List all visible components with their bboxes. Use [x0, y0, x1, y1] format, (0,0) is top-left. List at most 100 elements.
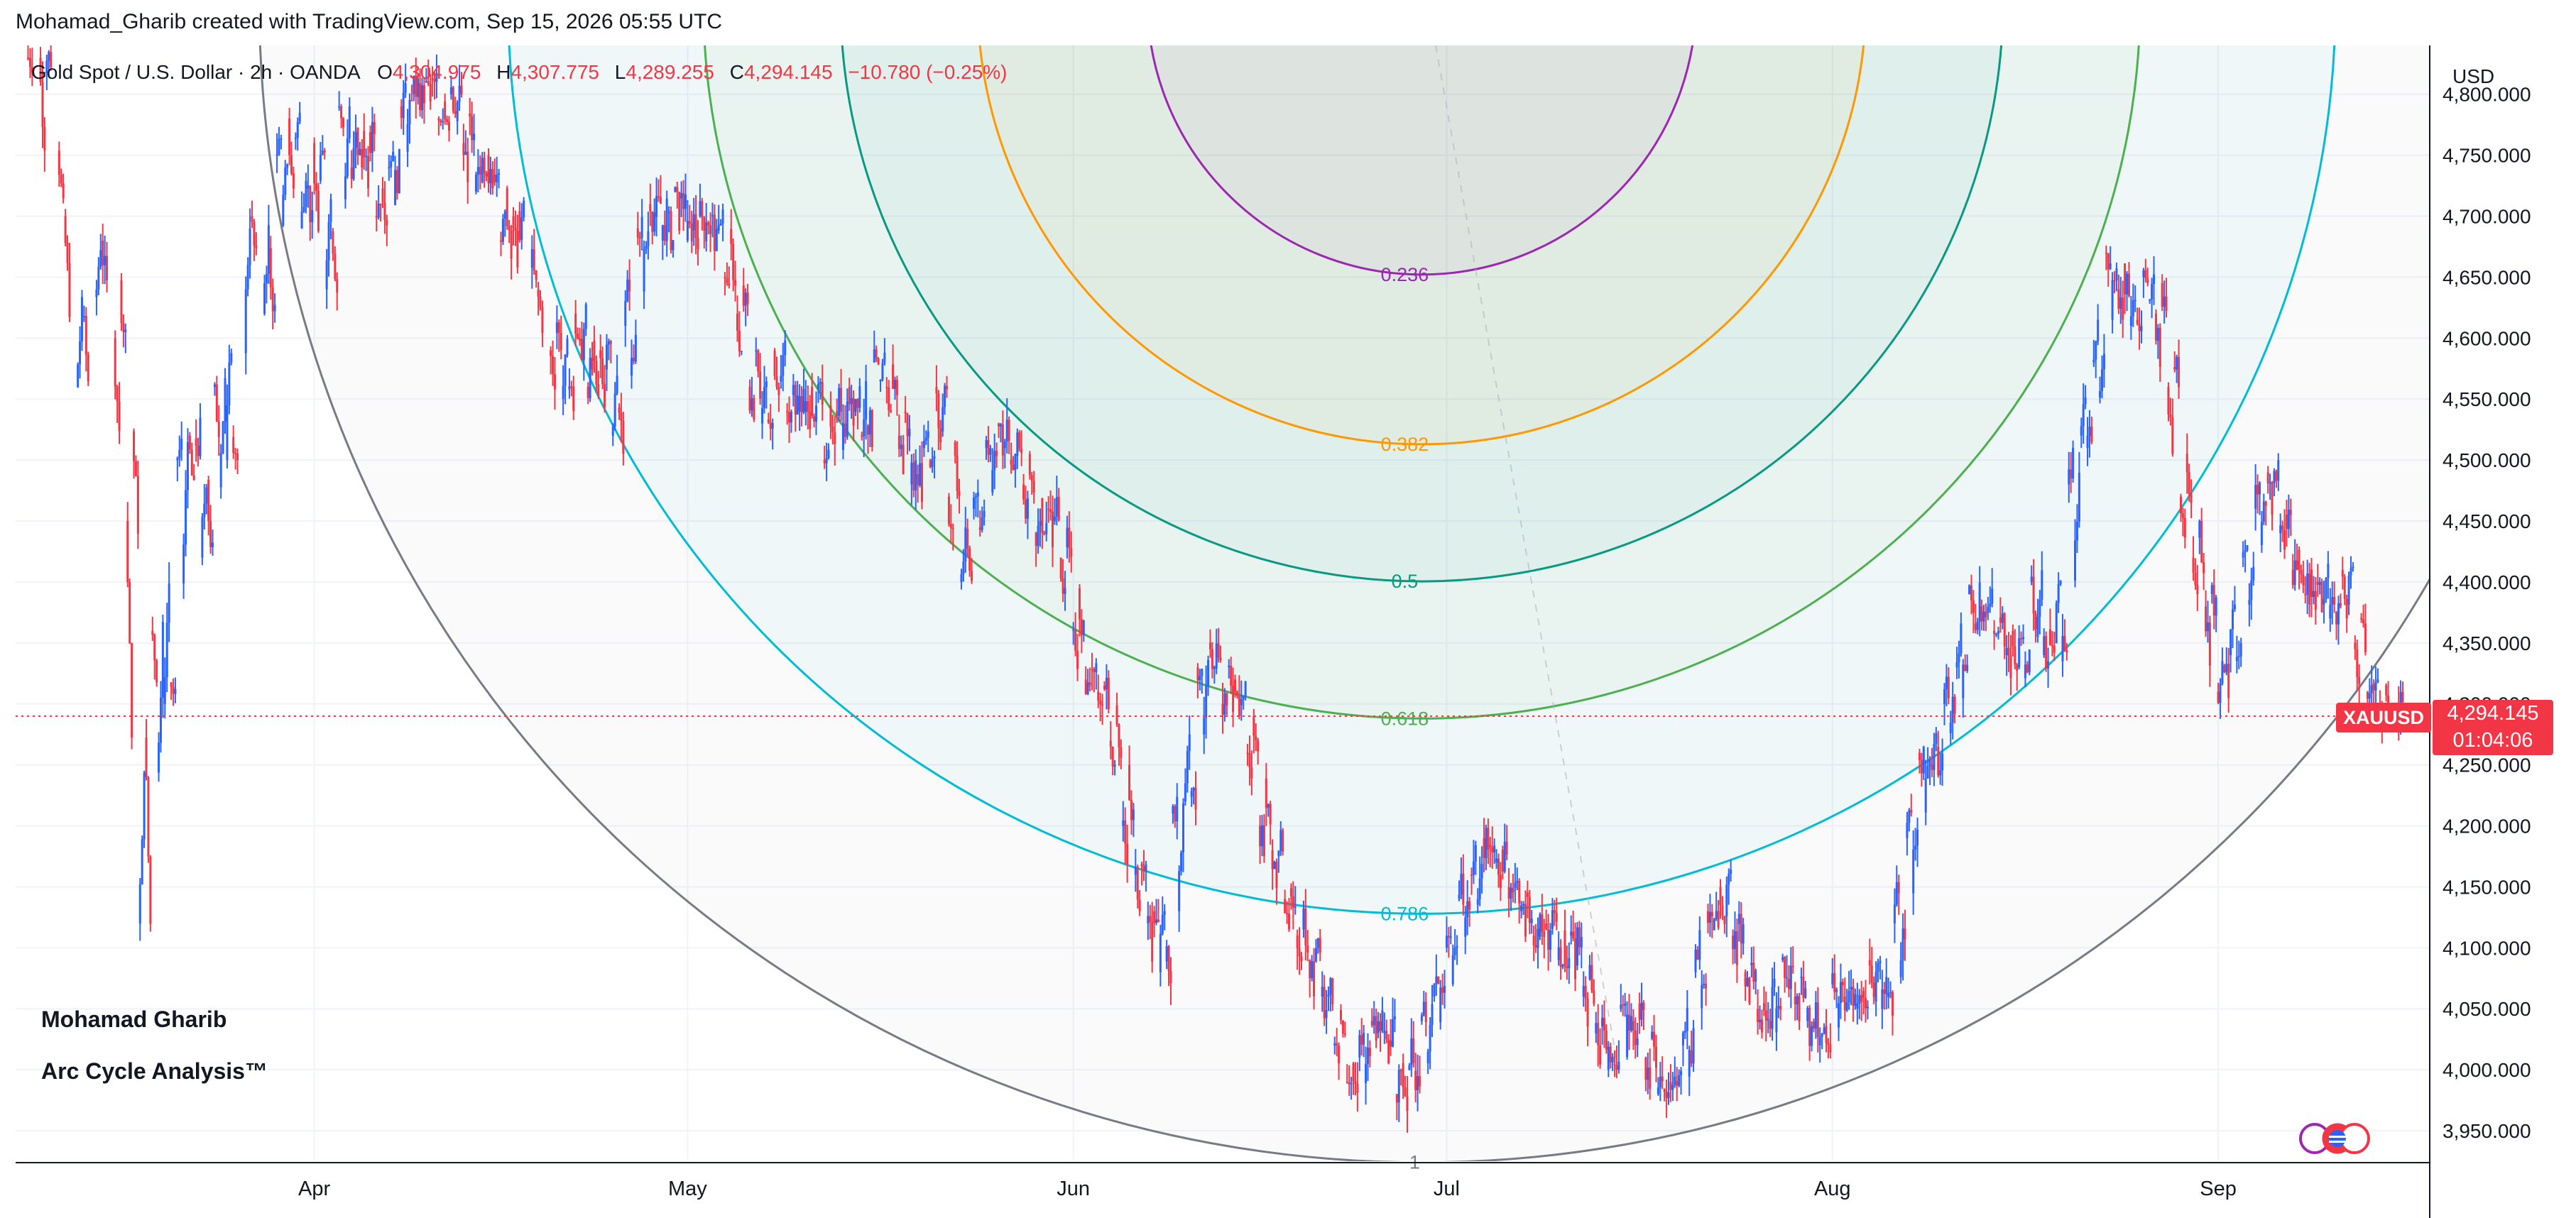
candle [1906, 823, 1909, 838]
candle [2111, 280, 2114, 320]
candle [1769, 1021, 1772, 1029]
candle [1286, 913, 1289, 915]
candle [2053, 645, 2056, 653]
candle [2190, 493, 2193, 503]
candle [1742, 924, 1745, 944]
candle [620, 412, 623, 422]
price-tick-label: 4,750.000 [2443, 145, 2531, 167]
candle [1346, 1082, 1348, 1083]
candle [533, 249, 535, 271]
candle [1151, 921, 1154, 962]
fib-arc-0.5[interactable] [841, 0, 2003, 583]
candle [1352, 1063, 1355, 1082]
candle [1010, 460, 1013, 465]
candle [1480, 864, 1483, 879]
candle [1437, 976, 1440, 984]
candle [613, 393, 616, 427]
fib-arc-0.236[interactable] [1147, 0, 1696, 276]
candle [286, 164, 289, 168]
fib-arc-label: 0.618 [1381, 708, 1429, 729]
candle [2308, 574, 2311, 605]
candle [1870, 965, 1873, 983]
candle [726, 278, 728, 284]
candle [1889, 992, 1892, 994]
candle [313, 143, 316, 184]
candle [143, 772, 146, 840]
candle [43, 126, 46, 151]
candle [1507, 887, 1510, 899]
candle [2233, 604, 2236, 610]
analysis-title: Arc Cycle Analysis™ [41, 1058, 268, 1084]
candle [1663, 1088, 1666, 1092]
price-tick-label: 4,600.000 [2443, 327, 2531, 349]
candle [2041, 570, 2043, 600]
candle [1676, 1081, 1679, 1086]
flag-icon[interactable] [2298, 1120, 2376, 1156]
candle [2082, 404, 2085, 427]
candle [890, 410, 893, 412]
candle [850, 397, 853, 405]
candle [1489, 845, 1492, 847]
price-tick-label: 4,000.000 [2443, 1059, 2531, 1081]
price-tick-label: 4,400.000 [2443, 571, 2531, 593]
candle [447, 121, 450, 131]
candle [794, 385, 797, 415]
candle [1097, 691, 1100, 701]
candle [1230, 665, 1233, 686]
candle [1760, 1019, 1763, 1033]
fib-arc-0.382[interactable] [978, 0, 1866, 446]
candle [1215, 643, 1218, 669]
candle [711, 214, 714, 216]
candle [1599, 1045, 1602, 1065]
candle [2134, 300, 2136, 302]
candle [1316, 938, 1319, 948]
candle [933, 456, 936, 459]
candle [1829, 1044, 1832, 1053]
candle [1970, 585, 1972, 601]
candle [269, 248, 272, 287]
candle [682, 193, 685, 209]
candle [856, 399, 859, 408]
candle [1217, 643, 1220, 658]
candle [2149, 299, 2151, 301]
candle [1196, 667, 1199, 681]
candle [62, 183, 65, 199]
candle [655, 196, 658, 217]
candle [927, 431, 929, 438]
symbol-legend[interactable]: Gold Spot / U.S. Dollar · 2h · OANDA O4,… [31, 61, 1017, 84]
candle [1343, 1033, 1346, 1035]
candle [2360, 618, 2363, 620]
candle [582, 329, 585, 361]
candle [2258, 483, 2261, 495]
candle [539, 296, 542, 307]
fib-arc-0.786[interactable] [508, 0, 2336, 915]
fib-trend-line[interactable] [1435, 45, 1620, 1072]
fib-arc-0.618[interactable] [704, 0, 2141, 720]
candle [1350, 1083, 1353, 1085]
price-tick-label: 4,800.000 [2443, 84, 2531, 106]
candle [178, 449, 181, 459]
candle [2205, 606, 2207, 632]
candle [643, 248, 645, 292]
candle [572, 386, 575, 412]
high-value: 4,307.775 [511, 61, 600, 83]
candle [2223, 665, 2226, 673]
candle [1302, 908, 1305, 930]
candle [1694, 949, 1697, 972]
currency-label[interactable]: USD [2452, 65, 2495, 87]
candle [736, 313, 738, 331]
candle [315, 183, 318, 191]
candle [1989, 603, 1992, 607]
candle [2354, 642, 2357, 649]
candle [1395, 1094, 1398, 1103]
candle [1493, 845, 1496, 852]
candle [1412, 1038, 1415, 1063]
candle [1644, 1057, 1647, 1080]
candle [1113, 764, 1116, 767]
candle [1375, 1016, 1377, 1041]
candle [45, 60, 48, 73]
candle [2310, 569, 2313, 598]
candle [790, 412, 792, 423]
candle [344, 176, 346, 199]
